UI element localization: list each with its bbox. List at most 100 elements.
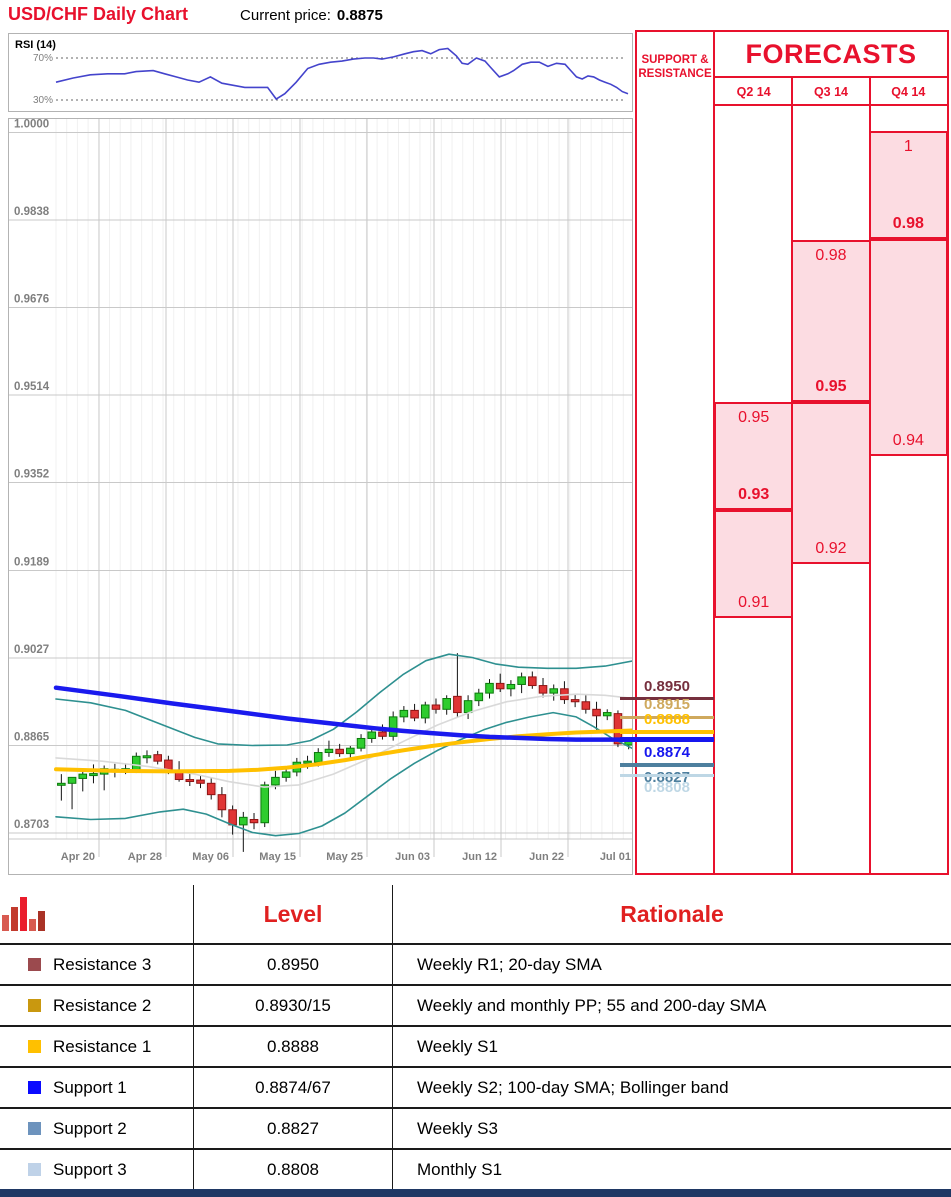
table-row-support-2: Support 2 0.8827 Weekly S3 (0, 1109, 951, 1150)
level-name-cell: Resistance 2 (0, 986, 193, 1025)
candle-up (89, 773, 98, 777)
candle-up (463, 700, 473, 714)
forecast-range-top-label: 0.98 (815, 246, 847, 264)
candle-up (420, 704, 430, 719)
forecast-range-top-label: 1 (903, 138, 913, 156)
current-price-label: Current price: (240, 7, 331, 24)
x-axis-label: Apr 20 (61, 851, 95, 863)
level-name-cell: Support 3 (0, 1150, 193, 1189)
candle-up (356, 737, 366, 749)
sr-level-label-0.8888: 0.8888 (644, 711, 690, 729)
candle-up (57, 782, 66, 786)
candle-up (388, 716, 398, 737)
support-resistance-header-line2: RESISTANCE (638, 68, 712, 80)
price-chart-panel: Apr 20 Apr 28 May 06 May 15 May 25 Jun 03 Jun … (8, 118, 633, 875)
sma100-line (53, 685, 632, 742)
candle-up (271, 776, 280, 786)
forecast-range-bottom-label: 0.92 (815, 539, 847, 557)
levels-table-header-row: Level Rationale (0, 885, 951, 945)
rsi-indicator-panel: 70% 30% RSI (14) (8, 33, 633, 112)
forecast-column-divider (868, 78, 871, 873)
table-row-support-1: Support 1 0.8874/67 Weekly S2; 100-day SMA… (0, 1068, 951, 1109)
forecasts-table: SUPPORT & RESISTANCE FORECASTS Q2 14 Q3 … (635, 30, 949, 875)
sr-level-line-0.8950 (620, 697, 714, 701)
sr-level-label-0.8915: 0.8915 (644, 696, 690, 714)
candle-down (249, 818, 259, 824)
candle-up (517, 676, 526, 685)
candle-up (485, 682, 494, 694)
candle-up (399, 709, 409, 718)
level-name-cell: Resistance 1 (0, 1027, 193, 1066)
y-axis-label: 1.0000 (14, 119, 49, 130)
table-row-resistance-2: Resistance 2 0.8930/15 Weekly and monthly … (0, 986, 951, 1027)
candle-down (570, 699, 580, 703)
legend-swatch (28, 1081, 41, 1094)
candle-up (260, 784, 270, 824)
rsi-plot: 70% 30% RSI (14) (15, 39, 629, 106)
level-name: Support 2 (53, 1119, 127, 1138)
candle-up (303, 760, 312, 764)
candle-down (228, 809, 237, 826)
level-name: Resistance 3 (53, 955, 152, 974)
candle-down (196, 779, 205, 784)
candle-down (495, 682, 505, 690)
y-axis-label: 0.8703 (14, 819, 49, 831)
forecast-quarter-header-q4-14: Q4 14 (869, 78, 947, 106)
candle-up (602, 712, 612, 717)
legend-swatch (28, 1163, 41, 1176)
bollinger-lower-line (55, 711, 632, 837)
table-row-resistance-1: Resistance 1 0.8888 Weekly S1 (0, 1027, 951, 1068)
candle-up (506, 683, 516, 690)
candle-up (313, 752, 323, 763)
candle-up (549, 688, 559, 694)
forecast-range-box-q4-14: 1 0.98 0.94 (868, 131, 948, 456)
candle-down (581, 701, 591, 710)
candlestick-chart: Apr 20 Apr 28 May 06 May 15 May 25 Jun 03 Jun … (9, 119, 632, 863)
x-axis-label: May 25 (326, 851, 363, 863)
table-row-support-3: Support 3 0.8808 Monthly S1 (0, 1150, 951, 1191)
rationale-column-header: Rationale (392, 885, 951, 943)
sr-level-line-0.8874 (620, 737, 714, 742)
candle-down (453, 695, 462, 714)
level-name: Resistance 2 (53, 996, 152, 1015)
level-name-cell: Support 2 (0, 1109, 193, 1148)
sr-level-line-0.8915 (620, 715, 714, 720)
y-axis-label: 0.9676 (14, 293, 49, 305)
bar-chart-icon (2, 897, 45, 931)
level-name: Support 1 (53, 1078, 127, 1097)
levels-table: Level Rationale Resistance 3 0.8950 Weekly… (0, 885, 951, 1191)
forecasts-title: FORECASTS (715, 32, 947, 78)
candle-down (335, 748, 344, 755)
forecast-target-label: 0.95 (815, 377, 847, 395)
sr-level-label-0.8808: 0.8808 (644, 779, 690, 797)
candle-up (281, 771, 291, 778)
current-price-value: 0.8875 (336, 7, 383, 24)
level-rationale: Weekly S1 (392, 1027, 951, 1066)
candle-down (528, 676, 537, 687)
y-axis-label: 0.9838 (14, 206, 50, 218)
report-header: USD/CHF Daily Chart Current price: 0.8875 (8, 4, 383, 28)
page-title: USD/CHF Daily Chart (8, 4, 189, 24)
sr-level-label-0.8874: 0.8874 (644, 743, 690, 761)
bollinger-upper-line (55, 653, 632, 747)
forecast-target-line (792, 399, 870, 404)
sr-level-label-0.8950: 0.8950 (644, 677, 690, 695)
level-name: Support 3 (53, 1160, 127, 1179)
level-rationale: Monthly S1 (392, 1150, 951, 1189)
forecast-target-label: 0.93 (738, 485, 770, 503)
forecast-target-line (715, 507, 793, 512)
candle-down (538, 685, 548, 694)
y-axis-label: 0.8865 (14, 731, 50, 743)
candle-up (142, 755, 152, 759)
candle-down (206, 782, 216, 796)
level-name-cell: Support 1 (0, 1068, 193, 1107)
x-axis-label: Apr 28 (128, 851, 162, 863)
forecast-range-box-q3-14: 0.98 0.95 0.92 (791, 239, 871, 564)
candle-up (346, 747, 355, 755)
candle-down (431, 704, 441, 710)
forecast-range-box-q2-14: 0.95 0.93 0.91 (714, 401, 794, 618)
forecast-range-top-label: 0.95 (738, 408, 770, 426)
candle-up (442, 698, 451, 710)
level-rationale: Weekly R1; 20-day SMA (392, 945, 951, 984)
